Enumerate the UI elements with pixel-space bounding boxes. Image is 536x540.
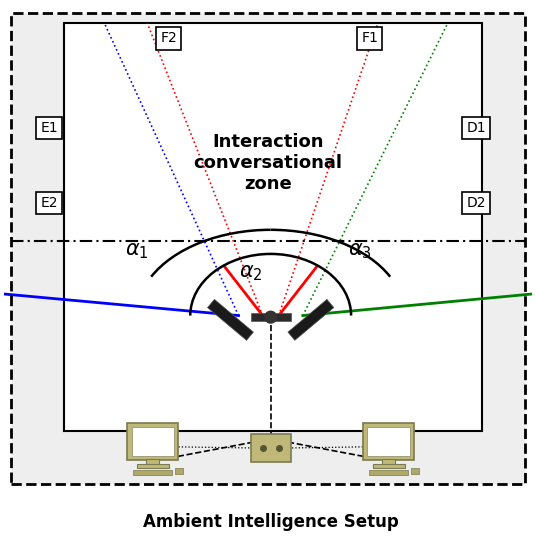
Text: $\alpha_2$: $\alpha_2$ (239, 262, 263, 282)
Polygon shape (251, 313, 291, 321)
Text: Ambient Intelligence Setup: Ambient Intelligence Setup (143, 513, 399, 531)
Bar (175, 468, 183, 474)
Bar (363, 423, 414, 460)
Bar (128, 423, 178, 460)
Bar (369, 470, 408, 475)
Text: $\alpha_1$: $\alpha_1$ (125, 241, 148, 261)
Text: D1: D1 (466, 121, 486, 135)
Bar (411, 468, 419, 474)
Bar (11, 13, 525, 484)
Bar (137, 464, 169, 468)
Circle shape (265, 311, 277, 323)
Bar (146, 459, 159, 465)
Text: $\alpha_3$: $\alpha_3$ (348, 241, 372, 261)
Text: F1: F1 (361, 31, 378, 45)
Bar (133, 470, 172, 475)
Text: F2: F2 (160, 31, 177, 45)
Bar (368, 427, 410, 456)
Polygon shape (207, 299, 254, 340)
Polygon shape (288, 299, 334, 340)
Bar (132, 427, 174, 456)
Text: D2: D2 (466, 196, 486, 210)
Text: Interaction
conversational
zone: Interaction conversational zone (193, 133, 343, 193)
Text: E1: E1 (41, 121, 58, 135)
Bar (373, 464, 405, 468)
Bar (382, 459, 395, 465)
Text: E2: E2 (41, 196, 58, 210)
Bar (251, 434, 291, 462)
Bar (64, 23, 482, 431)
